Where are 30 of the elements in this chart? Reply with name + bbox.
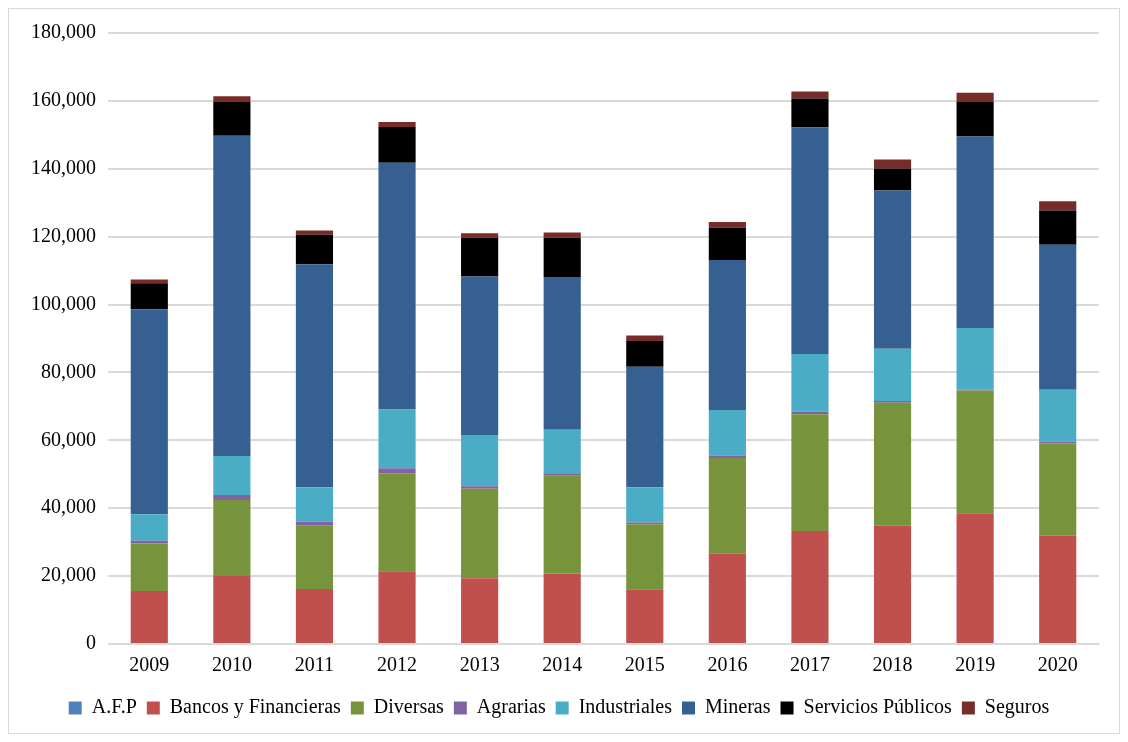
y-tick-label: 140,000	[31, 156, 96, 179]
x-tick-label: 2012	[377, 653, 418, 676]
y-tick-label: 40,000	[41, 495, 96, 518]
x-tick-label: 2009	[129, 653, 170, 676]
legend-label: Diversas	[373, 695, 445, 718]
legend-label: Industriales	[578, 695, 673, 718]
legend-label: Mineras	[705, 695, 771, 718]
y-tick-label: 80,000	[41, 359, 96, 382]
x-tick-label: 2019	[955, 653, 996, 676]
x-tick-label: 2011	[294, 653, 335, 676]
y-tick-label: 160,000	[31, 88, 96, 111]
y-tick-label: 180,000	[31, 20, 96, 43]
x-tick-label: 2020	[1037, 653, 1078, 676]
x-tick-label: 2017	[789, 653, 830, 676]
x-tick-label: 2013	[459, 653, 500, 676]
y-tick-label: 100,000	[31, 291, 96, 314]
legend-label: Bancos y Financieras	[169, 695, 342, 719]
y-tick-label: 120,000	[31, 223, 96, 246]
y-tick-label: 20,000	[41, 563, 96, 586]
x-tick-label: 2018	[872, 653, 913, 676]
legend-label: Servicios Públicos	[803, 695, 953, 718]
x-tick-label: 2014	[542, 653, 583, 676]
x-tick-label: 2016	[707, 653, 748, 676]
legend-label: A.F.P	[91, 695, 137, 718]
x-tick-label: 2010	[211, 653, 252, 676]
legend-label: Seguros	[984, 695, 1050, 719]
legend-label: Agrarias	[476, 695, 546, 719]
y-tick-label: 60,000	[41, 427, 96, 450]
y-tick-label: 0	[86, 631, 96, 654]
x-tick-label: 2015	[624, 653, 665, 676]
